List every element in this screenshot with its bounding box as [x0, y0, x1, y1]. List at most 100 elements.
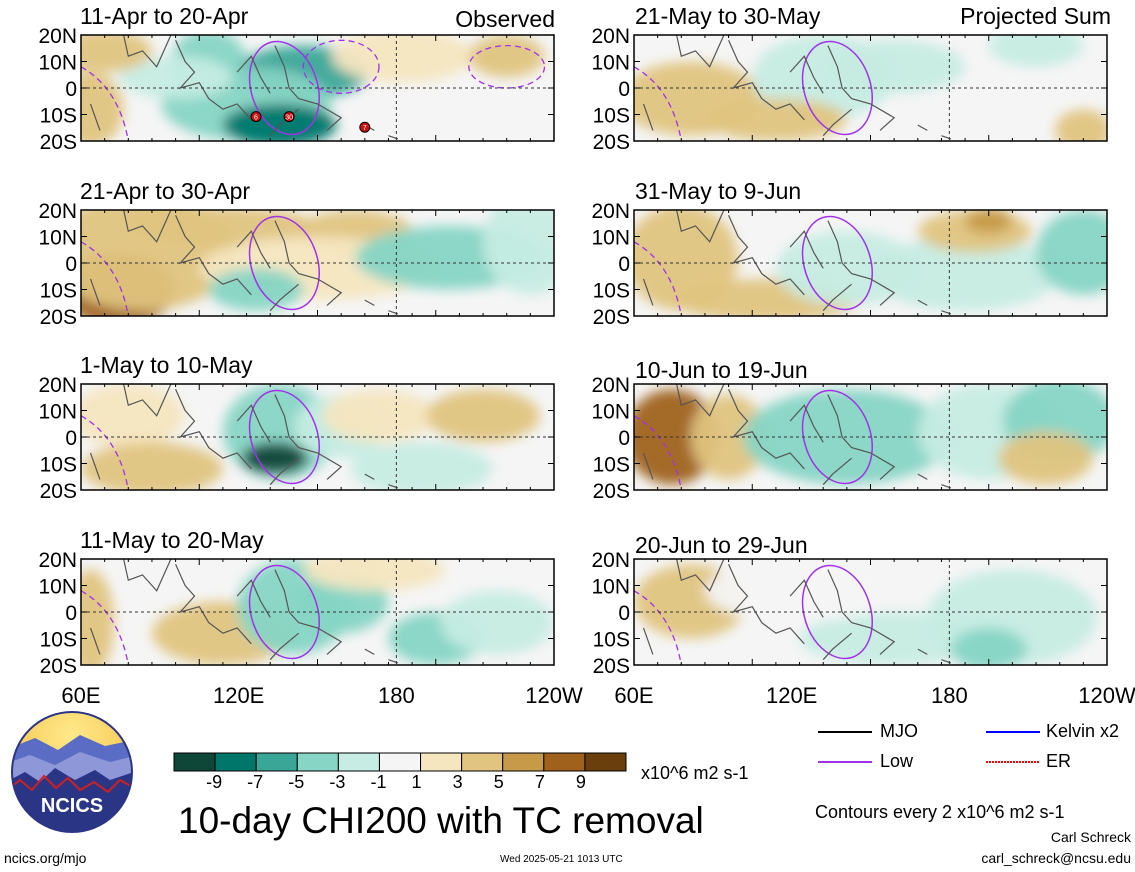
- shading-region: [870, 236, 1060, 311]
- panel-field: [634, 210, 1107, 316]
- coastline: [89, 384, 399, 489]
- colorbar-swatch: [214, 752, 257, 772]
- contour-low-dashed: [634, 590, 682, 665]
- panel-title-5: 21-May to 30-May: [635, 3, 821, 29]
- contour-low: [801, 389, 873, 485]
- colorbar-tick-label: 5: [493, 772, 504, 792]
- contour-low: [248, 564, 320, 660]
- footer-timestamp: Wed 2025-05-21 1013 UTC: [500, 854, 623, 865]
- colorbar-swatch: [378, 752, 422, 772]
- coastline: [89, 210, 399, 315]
- y-tick-label: 20S: [593, 306, 630, 329]
- shading-region: [1054, 109, 1107, 141]
- colorbar-tick-label: -7: [247, 772, 264, 792]
- y-tick-label: 10S: [593, 105, 630, 128]
- y-tick-label: 0: [618, 78, 630, 101]
- y-tick-label: 20N: [591, 200, 630, 223]
- figure-title: 10-day CHI200 with TC removal: [178, 800, 704, 841]
- y-tick-label: 0: [618, 427, 630, 450]
- panel-title-7: 10-Jun to 19-Jun: [635, 357, 808, 383]
- y-tick-label: 10S: [593, 454, 630, 477]
- y-tick-label: 20N: [591, 374, 630, 397]
- shading-group: [634, 35, 1107, 141]
- coastline: [89, 559, 399, 664]
- panel-field: [81, 384, 554, 490]
- tc-marker-label: 6: [254, 115, 258, 122]
- panel-title-1: 11-Apr to 20-Apr: [80, 3, 249, 29]
- shading-region: [704, 98, 847, 141]
- colorbar-tick-label: 7: [534, 772, 545, 792]
- legend-label-kelvin: Kelvin x2: [1046, 721, 1120, 741]
- contour-low: [248, 215, 320, 311]
- y-tick-label: 10N: [38, 401, 77, 424]
- shading-region: [988, 35, 1084, 67]
- x-tick-label: 120E: [766, 683, 817, 708]
- y-tick-label: 20S: [593, 655, 630, 678]
- y-tick-label: 0: [65, 602, 77, 625]
- shading-group: [81, 210, 554, 316]
- shading-region: [81, 384, 186, 448]
- shading-region: [704, 559, 895, 623]
- contour-low-dashed: [81, 590, 129, 665]
- shading-region: [350, 442, 493, 490]
- contour-low-dashed: [634, 66, 682, 141]
- colorbar-swatch: [173, 752, 216, 772]
- x-tick-label: 60E: [614, 683, 653, 708]
- y-tick-label: 20S: [40, 655, 77, 678]
- ncics-logo: NCICS: [11, 711, 133, 833]
- shading-region: [81, 72, 124, 141]
- tc-marker: [250, 111, 262, 123]
- contour-low-dashed: [81, 415, 129, 490]
- contour-low-dashed: [81, 66, 129, 141]
- y-tick-label: 20S: [40, 131, 77, 154]
- x-tick-label: 180: [931, 683, 968, 708]
- shading-region: [128, 210, 318, 245]
- colorbar-units: x10^6 m2 s-1: [641, 763, 749, 783]
- footer-url: ncics.org/mjo: [4, 850, 87, 866]
- y-tick-label: 20S: [40, 306, 77, 329]
- colorbar-swatch: [502, 752, 545, 772]
- coastline: [642, 35, 952, 140]
- x-tick-label: 180: [378, 683, 415, 708]
- shading-region: [483, 210, 554, 295]
- contour-low: [801, 215, 873, 311]
- shading-region: [998, 431, 1093, 485]
- colorbar-swatch: [461, 752, 504, 772]
- tc-marker-label: 7: [363, 125, 367, 132]
- x-tick-label: 60E: [61, 683, 100, 708]
- y-tick-label: 10S: [40, 280, 77, 303]
- colorbar-tick-label: 1: [411, 772, 422, 792]
- panel-8: 20N 10N 0 10S 20S 60E 120E 180 120W: [591, 549, 1135, 708]
- contour-low: [801, 40, 873, 136]
- contour-low-dashed: [634, 241, 682, 316]
- y-tick-label: 10S: [593, 629, 630, 652]
- shading-region: [823, 40, 966, 94]
- y-tick-label: 0: [65, 78, 77, 101]
- y-tick-label: 20N: [38, 549, 77, 572]
- panel-7: 20N 10N 0 10S 20S: [591, 374, 1108, 503]
- y-tick-label: 10S: [593, 280, 630, 303]
- y-tick-label: 0: [65, 253, 77, 276]
- svg-text:NCICS: NCICS: [41, 795, 103, 817]
- colorbar-swatch: [584, 752, 627, 772]
- x-tick-label: 120E: [213, 683, 264, 708]
- contour-low-dashed: [302, 39, 380, 94]
- y-tick-label: 10N: [38, 227, 77, 250]
- colorbar-tick-label: -3: [329, 772, 346, 792]
- shading-region: [440, 590, 554, 655]
- y-tick-label: 0: [618, 602, 630, 625]
- y-tick-label: 0: [618, 253, 630, 276]
- panel-title-6: 31-May to 9-Jun: [635, 178, 802, 204]
- x-tick-label: 120W: [525, 683, 583, 708]
- footer-email: carl_schreck@ncsu.edu: [981, 850, 1131, 866]
- shading-region: [303, 559, 446, 591]
- shading-region: [208, 268, 304, 311]
- tc-marker-label: 30: [285, 115, 293, 122]
- legend-label-er: ER: [1046, 751, 1072, 771]
- panel-title-3: 1-May to 10-May: [80, 352, 253, 378]
- contour-low: [248, 389, 320, 485]
- shading-region: [965, 210, 1013, 234]
- colorbar-tick-label: -5: [288, 772, 305, 792]
- shading-region: [468, 35, 545, 78]
